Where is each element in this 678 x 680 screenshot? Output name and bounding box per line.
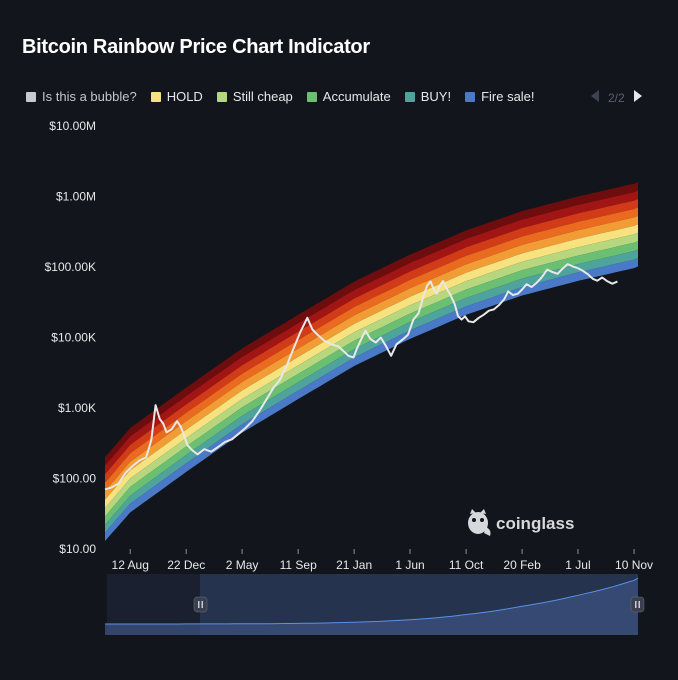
range-navigator[interactable] bbox=[105, 574, 645, 635]
legend-label: Still cheap bbox=[232, 89, 293, 104]
legend-pager: 2/2 bbox=[590, 89, 643, 106]
legend-swatch bbox=[465, 91, 476, 102]
y-tick-label: $100.00 bbox=[53, 472, 97, 486]
price-line bbox=[104, 263, 618, 491]
triangle-left-icon[interactable] bbox=[590, 89, 600, 106]
legend-label: BUY! bbox=[420, 89, 452, 104]
rainbow-bands bbox=[105, 182, 638, 541]
navigator-line bbox=[105, 577, 639, 625]
y-tick-label: $1.00K bbox=[58, 401, 96, 415]
legend-item-accumulate[interactable]: Accumulate bbox=[306, 89, 391, 104]
coinglass-logo-icon bbox=[468, 509, 491, 536]
y-tick-label: $1.00M bbox=[56, 190, 96, 204]
y-tick-label: $10.00M bbox=[49, 119, 96, 133]
x-axis: 12 Aug 22 Dec 2 May 11 Sep 21 Jan 1 Jun 11 Oct… bbox=[112, 549, 653, 572]
legend-swatch bbox=[26, 91, 36, 102]
pause-handle-icon[interactable] bbox=[193, 596, 208, 613]
y-tick-label: $10.00K bbox=[51, 331, 96, 345]
x-tick-label: 1 Jun bbox=[395, 558, 424, 572]
legend-label: Is this a bubble? bbox=[42, 89, 137, 104]
legend-swatch bbox=[150, 91, 161, 102]
legend-item-buy[interactable]: BUY! bbox=[404, 89, 452, 104]
x-tick-label: 12 Aug bbox=[112, 558, 149, 572]
chart-legend: Is this a bubble? HOLD Still cheap Accum… bbox=[26, 89, 549, 104]
triangle-right-icon[interactable] bbox=[633, 89, 643, 106]
legend-item-hold[interactable]: HOLD bbox=[150, 89, 203, 104]
pager-text: 2/2 bbox=[608, 90, 625, 105]
legend-label: HOLD bbox=[166, 89, 203, 104]
watermark-text: coinglass bbox=[496, 514, 574, 533]
legend-label: Fire sale! bbox=[481, 89, 535, 104]
x-tick-label: 2 May bbox=[226, 558, 259, 572]
x-tick-label: 20 Feb bbox=[503, 558, 541, 572]
legend-item-bubble[interactable]: Is this a bubble? bbox=[26, 89, 137, 104]
y-axis: $10.00 $100.00 $1.00K $10.00K $100.00K $1.00M… bbox=[45, 119, 97, 556]
legend-swatch bbox=[306, 91, 317, 102]
legend-swatch bbox=[216, 91, 227, 102]
x-tick-label: 10 Nov bbox=[615, 558, 653, 572]
legend-item-fire-sale[interactable]: Fire sale! bbox=[465, 89, 535, 104]
x-tick-label: 21 Jan bbox=[336, 558, 372, 572]
pause-handle-icon[interactable] bbox=[630, 596, 645, 613]
navigator-area bbox=[105, 578, 638, 635]
legend-item-still-cheap[interactable]: Still cheap bbox=[216, 89, 293, 104]
y-tick-label: $10.00 bbox=[59, 542, 96, 556]
y-tick-label: $100.00K bbox=[45, 260, 96, 274]
legend-swatch bbox=[404, 91, 415, 102]
x-tick-label: 11 Oct bbox=[449, 558, 484, 572]
x-tick-label: 11 Sep bbox=[280, 558, 317, 572]
page-title: Bitcoin Rainbow Price Chart Indicator bbox=[22, 36, 370, 58]
watermark: coinglass bbox=[468, 509, 574, 536]
legend-label: Accumulate bbox=[322, 89, 391, 104]
x-tick-label: 1 Jul bbox=[565, 558, 590, 572]
price-series bbox=[104, 263, 618, 491]
x-tick-label: 22 Dec bbox=[167, 558, 205, 572]
